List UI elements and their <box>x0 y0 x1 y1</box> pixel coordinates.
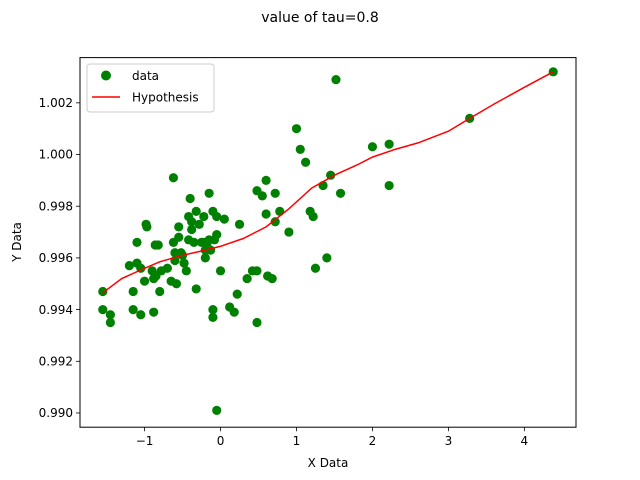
y-tick-label: 0.998 <box>39 199 73 213</box>
y-tick-label: 1.000 <box>39 148 73 162</box>
data-point <box>295 144 305 154</box>
chart-title: value of tau=0.8 <box>261 10 379 26</box>
data-point <box>187 224 197 235</box>
x-tick-label: 1 <box>293 434 301 448</box>
data-point <box>168 173 179 183</box>
data-point <box>310 263 321 273</box>
data-point <box>229 307 239 317</box>
data-point <box>548 67 558 77</box>
axes-frame <box>79 57 577 428</box>
data-point <box>275 206 285 216</box>
data-point <box>174 222 184 232</box>
data-point <box>105 317 115 328</box>
data-point <box>212 211 222 222</box>
data-point <box>132 237 142 247</box>
data-point <box>267 273 277 284</box>
data-point <box>191 284 201 294</box>
data-point <box>284 227 294 237</box>
data-point <box>384 139 394 149</box>
plot-area <box>98 67 558 415</box>
data-point <box>252 317 262 328</box>
y-tick-label: 0.992 <box>39 354 73 368</box>
data-point <box>128 305 138 315</box>
y-tick-label: 1.002 <box>39 96 73 110</box>
x-tick-label: 3 <box>445 434 453 448</box>
data-point <box>331 74 341 85</box>
data-point <box>335 188 346 198</box>
data-point <box>139 276 150 286</box>
data-point <box>171 279 182 289</box>
data-point <box>261 209 271 219</box>
data-point <box>208 312 218 322</box>
y-tick-label: 0.994 <box>39 303 73 317</box>
data-point <box>232 289 242 299</box>
data-point <box>199 211 209 222</box>
data-point <box>185 193 195 204</box>
x-axis-ticks: −1 0 1 2 3 4 <box>136 427 528 448</box>
data-point <box>212 405 222 415</box>
data-point <box>300 157 311 167</box>
data-point <box>308 211 318 222</box>
data-point <box>105 310 115 320</box>
data-point <box>179 258 189 268</box>
data-point <box>136 310 146 320</box>
data-point <box>187 217 197 227</box>
data-point <box>98 305 108 315</box>
data-point <box>200 253 210 263</box>
data-point <box>322 253 332 263</box>
data-point <box>384 180 394 191</box>
data-point <box>149 307 159 317</box>
y-axis-ticks: 0.990 0.992 0.994 0.996 0.998 1.000 1.002 <box>39 96 80 420</box>
data-point <box>261 175 271 185</box>
data-point <box>153 240 163 250</box>
x-axis-label: X Data <box>308 456 349 470</box>
data-point <box>174 232 184 242</box>
data-point <box>219 214 229 224</box>
legend-marker-data <box>101 70 111 81</box>
data-point <box>270 217 280 227</box>
y-axis-label: Y Data <box>10 222 24 263</box>
data-point <box>326 170 336 180</box>
data-point <box>194 219 204 229</box>
x-tick-label: −1 <box>136 434 154 448</box>
y-tick-label: 0.996 <box>39 251 73 265</box>
data-point <box>257 191 267 201</box>
data-point <box>212 230 222 240</box>
x-tick-label: 2 <box>369 434 377 448</box>
data-point <box>291 124 302 134</box>
data-point <box>252 266 262 276</box>
legend-label-hypothesis: Hypothesis <box>132 91 199 105</box>
hypothesis-line <box>102 71 554 294</box>
data-point <box>215 266 226 276</box>
data-point <box>128 286 138 297</box>
data-point <box>367 142 378 152</box>
data-point <box>162 263 172 273</box>
data-point <box>234 219 245 229</box>
legend-label-data: data <box>132 69 159 83</box>
legend-box <box>86 63 215 113</box>
y-tick-label: 0.990 <box>39 406 73 420</box>
data-point <box>270 188 280 198</box>
data-point <box>204 188 214 198</box>
data-point <box>191 206 201 216</box>
data-point <box>242 273 252 284</box>
data-point <box>208 305 218 315</box>
data-point <box>181 266 191 276</box>
data-point <box>98 286 108 297</box>
x-tick-label: 4 <box>521 434 529 448</box>
data-point <box>124 261 134 271</box>
data-point <box>155 286 165 297</box>
x-tick-label: 0 <box>217 434 225 448</box>
legend: data Hypothesis <box>86 63 215 113</box>
data-point <box>189 237 199 247</box>
data-point <box>142 222 152 232</box>
